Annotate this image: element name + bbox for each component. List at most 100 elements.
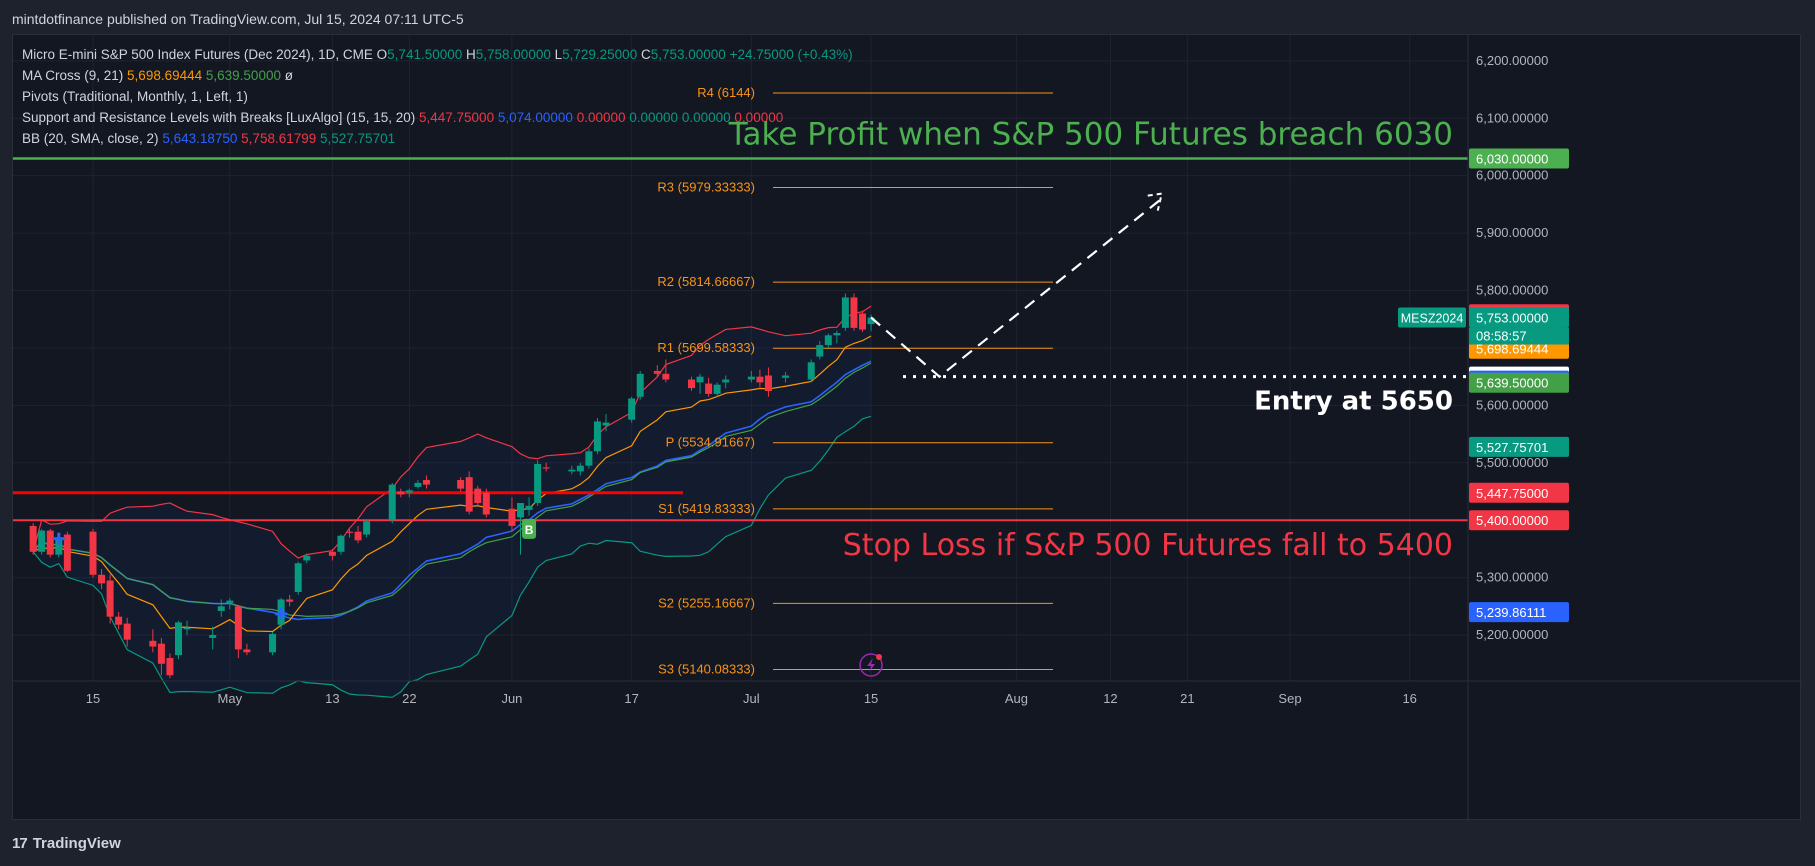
candle-body [38, 530, 46, 552]
x-axis-tick-label: May [218, 691, 243, 706]
candle-body [106, 580, 114, 617]
candle-body [98, 574, 106, 584]
change-value: +24.75000 (+0.43%) [729, 47, 853, 62]
x-axis-tick-label: 17 [624, 691, 638, 706]
price-axis-label-bg [1469, 602, 1569, 623]
bb-basis-value: 5,643.18750 [162, 131, 238, 146]
low-value: 5,729.25000 [562, 47, 638, 62]
tradingview-footer[interactable]: 17 TradingView [12, 835, 121, 852]
price-axis-label: 5,698.69444 [1476, 342, 1548, 357]
lightning-bolt-icon [867, 658, 876, 672]
candle-body [867, 317, 875, 325]
candle-body [337, 535, 345, 552]
close-label: C [640, 47, 651, 62]
candle-body [63, 534, 71, 571]
candle-body [115, 616, 123, 625]
candle-body [474, 488, 482, 503]
pivot-level-label: S2 (5255.16667) [658, 595, 755, 610]
events-lightning-icon [859, 653, 883, 677]
sr-value-6: 0.00000 [734, 110, 784, 125]
sr-value-1: 5,447.75000 [419, 110, 495, 125]
candle-body [525, 505, 533, 510]
pivot-level-label: R3 (5979.33333) [657, 180, 755, 195]
candle-body [123, 623, 131, 640]
candle-body [824, 335, 832, 346]
legend-ma-row[interactable]: MA Cross (9, 21) 5,698.69444 5,639.50000… [22, 65, 853, 86]
candle-body [354, 531, 362, 541]
pivot-level-label: R1 (5699.58333) [657, 340, 755, 355]
tradingview-logo-icon: 17 [12, 835, 28, 852]
candle-body [166, 658, 174, 676]
candle-body [816, 345, 824, 357]
pivot-level-label: P (5534.91667) [666, 435, 755, 450]
candle-body [807, 362, 815, 380]
price-axis-label: 5,753.00000 [1476, 311, 1548, 326]
candle-body [756, 376, 764, 383]
ma-extra: ø [284, 68, 293, 83]
pivots-name: Pivots (Traditional, Monthly, 1, Left, 1… [22, 89, 248, 104]
ma-name: MA Cross (9, 21) [22, 68, 124, 83]
candle-body [628, 398, 636, 420]
sr-value-2: 5,074.00000 [497, 110, 573, 125]
x-axis-tick-label: 13 [325, 691, 339, 706]
candle-body [243, 649, 251, 653]
candle-body [542, 467, 550, 469]
chart-pane[interactable]: R4 (6144) R3 (5979.33333) R2 (5814.66667) R… [12, 34, 1802, 821]
bollinger-lower-line [32, 415, 872, 698]
price-axis-label: 5,639.50000 [1476, 376, 1548, 391]
legend-pivots-row[interactable]: Pivots (Traditional, Monthly, 1, Left, 1… [22, 86, 853, 107]
bb-name: BB (20, SMA, close, 2) [22, 131, 159, 146]
high-label: H [466, 47, 476, 62]
candle-body [457, 480, 465, 489]
candle-body [508, 508, 516, 526]
candle-body [422, 480, 430, 485]
publish-header: mintdotfinance published on TradingView.… [12, 11, 464, 27]
y-axis-tick-label: 5,200.00000 [1476, 627, 1548, 642]
candle-body [517, 502, 524, 518]
price-axis-label-bg [1469, 372, 1569, 393]
price-chart[interactable]: R4 (6144) R3 (5979.33333) R2 (5814.66667) R… [13, 35, 1802, 821]
price-axis-label: 5,239.86111 [1476, 605, 1546, 620]
x-axis-tick-label: Jul [743, 691, 760, 706]
legend-bb-row[interactable]: BB (20, SMA, close, 2) 5,643.18750 5,758… [22, 128, 853, 149]
candle-body [465, 477, 473, 512]
candle-body [55, 537, 63, 555]
pivot-levels: R4 (6144) R3 (5979.33333) R2 (5814.66667) R… [657, 85, 1053, 676]
candle-body [722, 379, 730, 383]
bb-upper-value: 5,758.61799 [241, 131, 317, 146]
ma-cross-marker-icon [275, 607, 288, 620]
candle-body [841, 297, 849, 328]
y-axis-tick-label: 5,800.00000 [1476, 283, 1548, 298]
breakout-marker-label: B [525, 523, 534, 537]
sr-value-5: 0.00000 [681, 110, 731, 125]
x-axis-tick-label: 22 [402, 691, 416, 706]
pivot-level-label: S3 (5140.08333) [658, 661, 755, 676]
candle-body [217, 606, 225, 611]
symbol-tag-bg [1398, 307, 1466, 328]
sr-name: Support and Resistance Levels with Break… [22, 110, 416, 125]
candle-body [209, 635, 217, 638]
pivot-level-label: R2 (5814.66667) [657, 274, 755, 289]
candle-body [688, 379, 695, 389]
y-axis-tick-label: 5,900.00000 [1476, 225, 1548, 240]
candle-body [653, 370, 661, 374]
breakout-marker [522, 518, 537, 539]
bollinger-upper-line [32, 305, 872, 559]
candle-body [303, 555, 311, 561]
open-label: O [376, 47, 388, 62]
candle-body [705, 383, 713, 394]
candle-body [149, 640, 157, 647]
legend-symbol-row[interactable]: Micro E-mini S&P 500 Index Futures (Dec … [22, 44, 853, 65]
price-axis-label-bg [1469, 510, 1569, 531]
candle-body [286, 599, 294, 602]
bollinger-band-fill [33, 306, 872, 698]
legend-sr-row[interactable]: Support and Resistance Levels with Break… [22, 107, 853, 128]
stop-loss-annotation: Stop Loss if S&P 500 Futures fall to 540… [843, 528, 1453, 563]
pivot-level-label: S1 (5419.83333) [658, 501, 755, 516]
close-value: 5,753.00000 [650, 47, 726, 62]
candle-body [294, 563, 302, 592]
sr-value-3: 0.00000 [576, 110, 626, 125]
price-axis-label-bg [1469, 482, 1569, 503]
pivot-level-label: R4 (6144) [697, 85, 755, 100]
candle-body [747, 376, 755, 380]
